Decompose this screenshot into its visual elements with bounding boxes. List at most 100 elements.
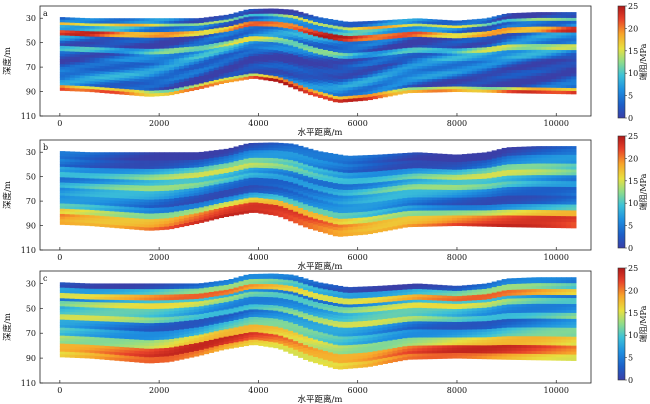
heatmap-cell <box>228 72 234 75</box>
heatmap-cell <box>382 64 388 68</box>
heatmap-cell <box>94 223 100 227</box>
heatmap-cell <box>422 58 428 62</box>
heatmap-cell <box>526 75 532 80</box>
heatmap-cell <box>283 44 289 48</box>
heatmap-cell <box>367 177 373 181</box>
heatmap-cell <box>392 84 398 88</box>
heatmap-cell <box>258 59 264 62</box>
heatmap-cell <box>347 181 354 185</box>
heatmap-cell <box>149 202 155 206</box>
heatmap-cell <box>298 23 304 27</box>
heatmap-cell <box>332 206 339 210</box>
heatmap-cell <box>278 203 284 207</box>
heatmap-cell <box>104 55 110 59</box>
heatmap-cell <box>357 61 364 65</box>
heatmap-cell <box>407 84 413 88</box>
heatmap-cell <box>402 184 408 188</box>
heatmap-cell <box>352 44 359 48</box>
heatmap-cell <box>367 88 373 92</box>
heatmap-cell <box>506 33 512 37</box>
heatmap-cell <box>223 158 230 162</box>
heatmap-cell <box>362 211 369 215</box>
heatmap-cell <box>84 162 91 166</box>
heatmap-cell <box>223 70 230 74</box>
heatmap-cell <box>193 152 200 156</box>
heatmap-cell <box>486 84 493 88</box>
heatmap-cell <box>213 55 220 59</box>
heatmap-cell <box>228 21 234 24</box>
heatmap-cell <box>496 84 503 88</box>
heatmap-cell <box>74 159 81 163</box>
heatmap-cell <box>313 218 319 222</box>
heatmap-cell <box>506 30 512 34</box>
heatmap-cell <box>531 20 537 25</box>
heatmap-cell <box>243 193 249 197</box>
heatmap-cell <box>466 73 473 77</box>
heatmap-cell <box>139 23 145 27</box>
heatmap-cell <box>154 221 160 225</box>
heatmap-cell <box>263 46 269 50</box>
heatmap-cell <box>273 168 279 172</box>
heatmap-cell <box>392 43 398 47</box>
heatmap-cell <box>238 28 244 32</box>
heatmap-cell <box>188 49 195 53</box>
heatmap-cell <box>233 76 239 79</box>
heatmap-cell <box>273 171 279 175</box>
heatmap-cell <box>238 67 244 71</box>
heatmap-cell <box>198 45 205 49</box>
heatmap-cell <box>283 68 289 72</box>
heatmap-cell <box>293 83 299 87</box>
heatmap-cell <box>427 87 433 91</box>
heatmap-cell <box>164 193 170 197</box>
heatmap-cell <box>571 20 577 25</box>
heatmap-cell <box>164 76 170 80</box>
heatmap-cell <box>392 81 398 85</box>
heatmap-cell <box>74 177 81 181</box>
heatmap-cell <box>387 200 393 204</box>
heatmap-cell <box>119 163 125 167</box>
heatmap-cell <box>109 160 115 164</box>
heatmap-cell <box>382 214 388 218</box>
heatmap-cell <box>99 28 105 32</box>
heatmap-cell <box>183 204 190 208</box>
heatmap-cell <box>566 90 572 95</box>
heatmap-cell <box>561 47 567 51</box>
heatmap-cell <box>188 196 195 200</box>
heatmap-cell <box>452 56 458 60</box>
heatmap-cell <box>278 156 284 160</box>
heatmap-cell <box>139 210 145 214</box>
heatmap-cell <box>89 217 95 221</box>
heatmap-cell <box>124 70 130 74</box>
heatmap-cell <box>322 175 329 179</box>
heatmap-cell <box>243 14 249 18</box>
heatmap-cell <box>347 189 354 194</box>
heatmap-cell <box>164 92 170 96</box>
heatmap-cell <box>253 157 259 161</box>
heatmap-cell <box>223 175 230 179</box>
heatmap-cell <box>327 153 334 157</box>
heatmap-cell <box>223 192 230 196</box>
heatmap-cell <box>228 159 234 163</box>
heatmap-cell <box>362 194 369 198</box>
heatmap-cell <box>412 205 418 209</box>
heatmap-cell <box>248 41 254 45</box>
heatmap-cell <box>74 175 81 179</box>
heatmap-cell <box>74 80 81 84</box>
heatmap-cell <box>64 172 71 176</box>
heatmap-cell <box>417 210 423 214</box>
heatmap-cell <box>551 84 557 89</box>
heatmap-cell <box>203 77 210 81</box>
heatmap-cell <box>491 70 498 74</box>
heatmap-cell <box>253 177 259 181</box>
heatmap-cell <box>536 87 542 91</box>
heatmap-cell <box>119 211 125 216</box>
heatmap-cell <box>223 48 230 52</box>
heatmap-cell <box>327 173 334 177</box>
heatmap-cell <box>99 34 105 38</box>
heatmap-cell <box>69 85 76 89</box>
heatmap-cell <box>193 182 200 186</box>
heatmap-cell <box>134 78 140 83</box>
heatmap-cell <box>278 148 284 152</box>
heatmap-cell <box>218 34 225 38</box>
heatmap-cell <box>169 225 175 230</box>
